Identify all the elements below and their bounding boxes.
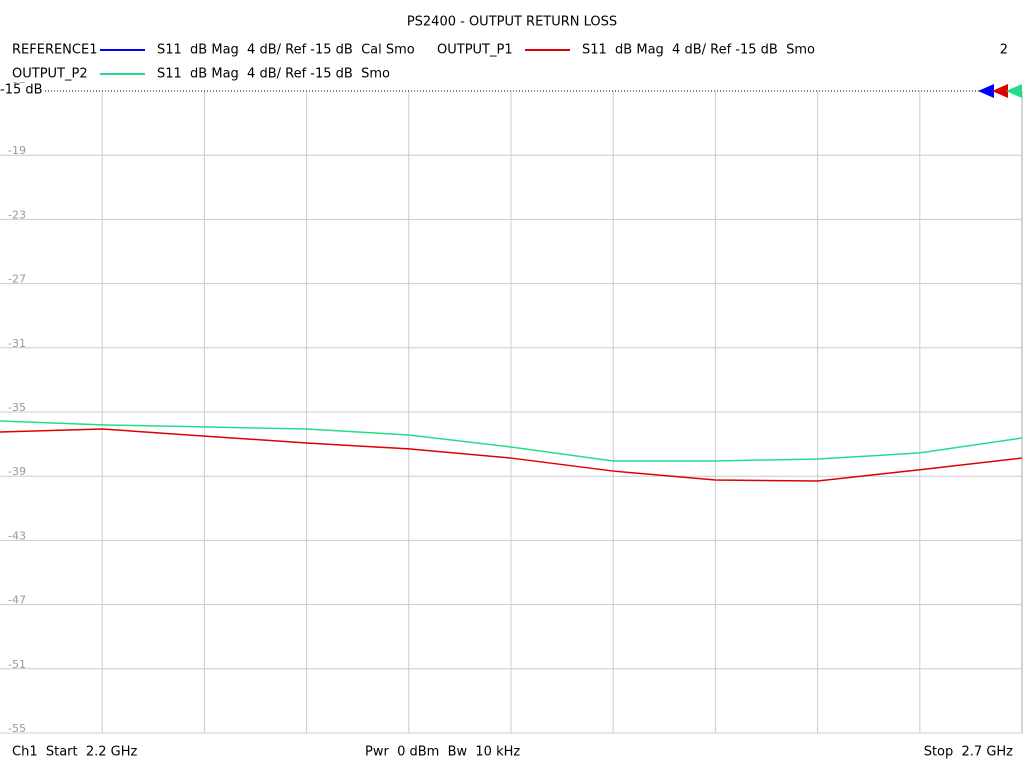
- legend-name: OUTPUT_P2: [12, 67, 88, 82]
- y-tick-label: -43: [8, 529, 26, 542]
- y-tick-label: -39: [8, 465, 26, 478]
- reference-marker: [1006, 84, 1022, 98]
- y-tick-label: -51: [8, 658, 26, 671]
- chart-title: PS2400 - OUTPUT RETURN LOSS: [407, 15, 617, 30]
- reference-marker: [978, 84, 994, 98]
- ref-label: -15 dB: [0, 83, 43, 98]
- y-tick-label: -23: [8, 208, 26, 221]
- ref-label-bg: [0, 83, 44, 97]
- legend-description: S11 dB Mag 4 dB/ Ref -15 dB Smo: [582, 43, 815, 58]
- footer-start: Ch1 Start 2.2 GHz: [12, 745, 138, 760]
- footer-middle: Pwr 0 dBm Bw 10 kHz: [365, 745, 520, 760]
- legend-description: S11 dB Mag 4 dB/ Ref -15 dB Cal Smo: [157, 43, 415, 58]
- channel-number: 2: [1000, 43, 1008, 58]
- y-tick-label: -19: [8, 144, 26, 157]
- legend-description: S11 dB Mag 4 dB/ Ref -15 dB Smo: [157, 67, 390, 82]
- y-tick-label: -35: [8, 401, 26, 414]
- reference-marker: [992, 84, 1008, 98]
- trace: [0, 428, 1023, 482]
- y-tick-label: -27: [8, 273, 26, 286]
- y-tick-label: -55: [8, 722, 26, 735]
- y-tick-label: -47: [8, 594, 26, 607]
- trace: [0, 420, 1023, 462]
- legend-name: REFERENCE1: [12, 43, 97, 58]
- footer-stop: Stop 2.7 GHz: [924, 745, 1013, 760]
- y-tick-label: -31: [8, 337, 26, 350]
- legend-name: OUTPUT_P1: [437, 43, 513, 58]
